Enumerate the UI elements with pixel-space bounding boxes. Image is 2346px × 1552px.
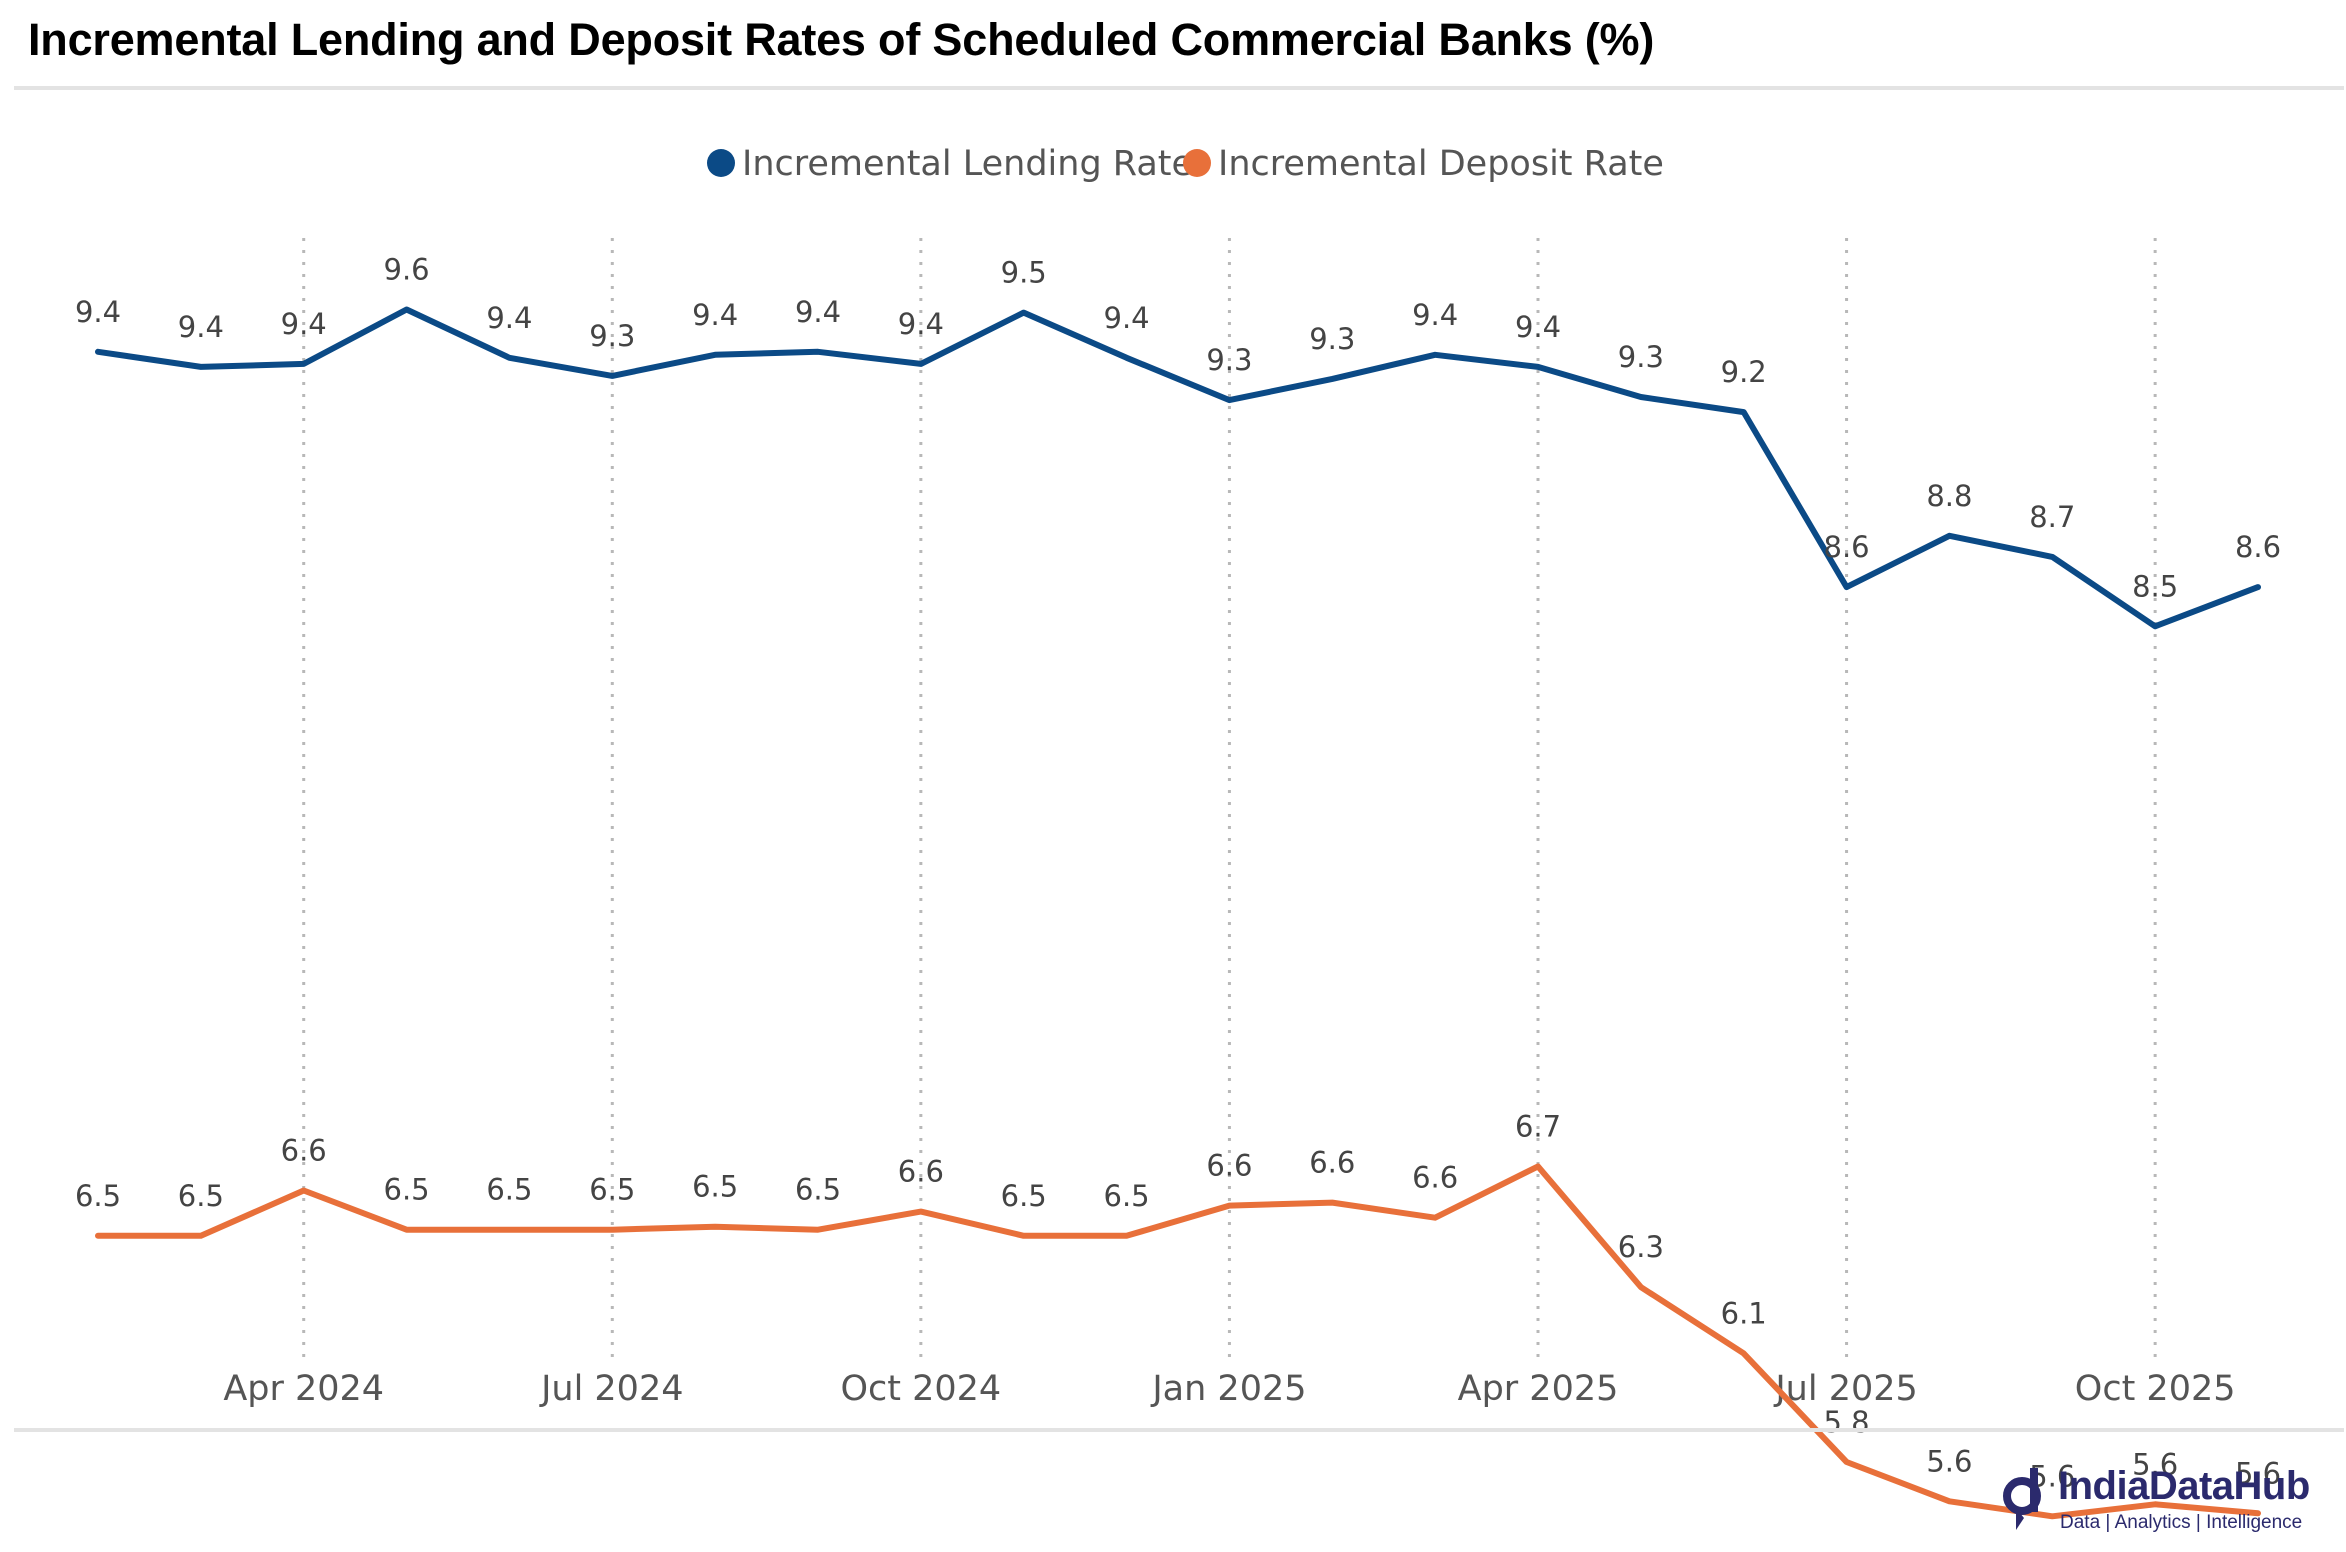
data-label-lending: 9.5 (1001, 256, 1047, 290)
data-label-deposit: 6.5 (1001, 1179, 1047, 1213)
series-lines (95, 306, 2261, 1520)
data-label-lending: 8.5 (2132, 569, 2178, 603)
data-label-lending: 8.8 (1926, 479, 1972, 513)
x-tick-label: Jan 2025 (1150, 1369, 1306, 1409)
data-label-lending: 9.4 (1104, 301, 1150, 335)
legend-marker-lending (707, 149, 735, 177)
series-line-lending (95, 306, 2261, 630)
data-label-lending: 9.4 (1515, 310, 1561, 344)
data-label-deposit: 6.5 (486, 1173, 532, 1207)
brand-tagline: Data | Analytics | Intelligence (2060, 1512, 2303, 1533)
data-label-lending: 9.3 (1206, 343, 1252, 377)
data-label-lending: 9.3 (1309, 322, 1355, 356)
data-label-lending: 9.4 (898, 307, 944, 341)
data-label-lending: 9.4 (795, 295, 841, 329)
data-label-deposit: 6.5 (178, 1179, 224, 1213)
data-label-lending: 9.4 (1412, 298, 1458, 332)
data-label-deposit: 5.6 (2235, 1456, 2281, 1490)
data-label-deposit: 6.5 (795, 1173, 841, 1207)
x-tick-label: Apr 2025 (1458, 1369, 1619, 1409)
data-label-deposit: 6.7 (1515, 1109, 1561, 1143)
x-tick-label: Oct 2024 (840, 1369, 1001, 1409)
legend-marker-deposit (1183, 149, 1211, 177)
bottom-divider (14, 1428, 2344, 1432)
series-line-deposit (95, 1163, 2261, 1520)
data-label-lending: 9.6 (384, 253, 430, 287)
brand-mark-icon (2003, 1468, 2041, 1530)
x-tick-label: Oct 2025 (2075, 1369, 2236, 1409)
data-label-deposit: 5.6 (2132, 1447, 2178, 1481)
data-label-deposit: 6.6 (1206, 1149, 1252, 1183)
data-label-deposit: 6.3 (1618, 1230, 1664, 1264)
data-label-lending: 8.6 (1824, 530, 1870, 564)
top-divider (14, 86, 2344, 90)
data-labels: 9.4 9.4 9.4 9.6 9.4 9.3 9.4 9.4 9.4 9.5 9.4 9.3 9.3 9… (75, 253, 2281, 1494)
data-label-deposit: 6.6 (1309, 1146, 1355, 1180)
data-label-lending: 9.3 (1618, 340, 1664, 374)
data-label-lending: 9.4 (75, 295, 121, 329)
data-label-deposit: 6.5 (75, 1179, 121, 1213)
legend-label-deposit: Incremental Deposit Rate (1218, 144, 1664, 184)
data-label-lending: 9.3 (589, 319, 635, 353)
x-tick-label: Jul 2025 (1773, 1369, 1917, 1409)
data-label-lending: 9.4 (281, 307, 327, 341)
chart-title: Incremental Lending and Deposit Rates of… (28, 14, 1655, 65)
legend-label-lending: Incremental Lending Rate (742, 144, 1193, 184)
x-tick-label: Apr 2024 (223, 1369, 384, 1409)
data-label-deposit: 5.6 (1926, 1444, 1972, 1478)
legend: Incremental Lending Rate Incremental Dep… (707, 144, 1664, 184)
data-label-lending: 9.4 (178, 310, 224, 344)
x-axis: Apr 2024 Jul 2024 Oct 2024 Jan 2025 Apr 2025… (223, 1369, 2235, 1409)
data-label-deposit: 6.6 (898, 1155, 944, 1189)
data-label-lending: 9.4 (486, 301, 532, 335)
data-label-lending: 9.2 (1721, 355, 1767, 389)
x-tick-label: Jul 2024 (539, 1369, 683, 1409)
data-label-deposit: 6.6 (1412, 1161, 1458, 1195)
data-label-deposit: 6.1 (1721, 1296, 1767, 1330)
brand-logo: IndiaDataHub Data | Analytics | Intellig… (2002, 1464, 2342, 1544)
data-label-deposit: 6.5 (1104, 1179, 1150, 1213)
data-label-deposit: 6.6 (281, 1134, 327, 1168)
data-label-deposit: 6.5 (589, 1173, 635, 1207)
data-label-deposit: 5.8 (1824, 1405, 1870, 1439)
data-label-deposit: 6.5 (384, 1173, 430, 1207)
data-label-lending: 9.4 (692, 298, 738, 332)
x-gridlines (302, 238, 2157, 1358)
data-label-lending: 8.7 (2029, 500, 2075, 534)
brand-name: IndiaDataHub (2058, 1464, 2310, 1508)
data-label-deposit: 6.5 (692, 1170, 738, 1204)
data-label-lending: 8.6 (2235, 530, 2281, 564)
